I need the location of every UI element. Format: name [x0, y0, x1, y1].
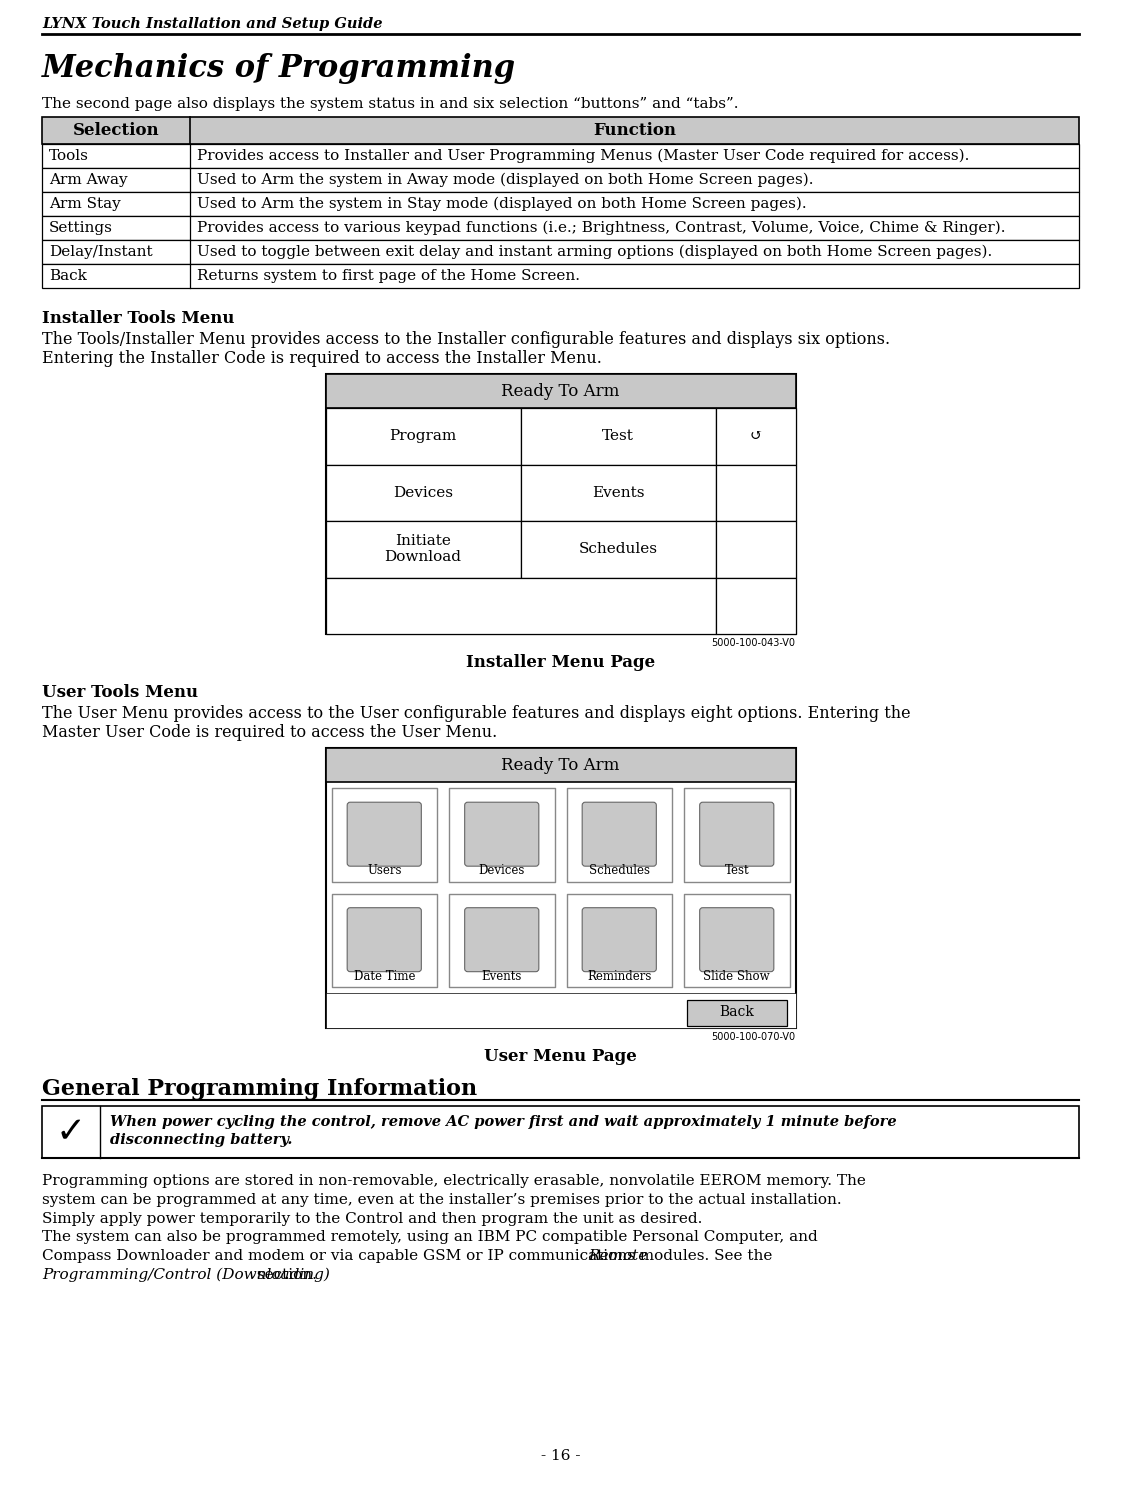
Text: Arm Stay: Arm Stay: [49, 197, 121, 212]
Bar: [566, 789, 671, 881]
Text: The User Menu provides access to the User configurable features and displays eig: The User Menu provides access to the Use…: [41, 705, 910, 722]
Bar: [325, 374, 796, 409]
Bar: [332, 893, 437, 987]
Bar: [520, 409, 715, 465]
Text: 5000-100-043-V0: 5000-100-043-V0: [712, 638, 796, 649]
Text: General Programming Information: General Programming Information: [41, 1078, 478, 1100]
Bar: [41, 240, 1080, 264]
Bar: [325, 409, 520, 465]
FancyBboxPatch shape: [465, 802, 539, 866]
Text: User Tools Menu: User Tools Menu: [41, 684, 198, 701]
Text: Ready To Arm: Ready To Arm: [501, 756, 620, 774]
Text: Arm Away: Arm Away: [49, 173, 128, 186]
FancyBboxPatch shape: [348, 908, 421, 972]
Text: Back: Back: [49, 268, 86, 283]
Bar: [325, 465, 520, 520]
Bar: [450, 893, 555, 987]
Bar: [325, 748, 796, 1027]
Bar: [41, 192, 1080, 216]
FancyBboxPatch shape: [582, 802, 656, 866]
Bar: [325, 748, 796, 781]
Bar: [325, 520, 520, 577]
Bar: [41, 264, 1080, 288]
Text: Settings: Settings: [49, 221, 113, 236]
Bar: [715, 520, 796, 577]
Text: The system can also be programmed remotely, using an IBM PC compatible Personal : The system can also be programmed remote…: [41, 1230, 817, 1243]
Text: Programming/Control (Downloading): Programming/Control (Downloading): [41, 1267, 330, 1282]
Bar: [684, 893, 789, 987]
Text: Ready To Arm: Ready To Arm: [501, 383, 620, 400]
Bar: [41, 116, 1080, 145]
Bar: [325, 993, 796, 1027]
Text: Compass Downloader and modem or via capable GSM or IP communications modules. Se: Compass Downloader and modem or via capa…: [41, 1249, 777, 1263]
Bar: [687, 999, 787, 1026]
Bar: [450, 789, 555, 881]
Text: Master User Code is required to access the User Menu.: Master User Code is required to access t…: [41, 725, 498, 741]
Bar: [41, 168, 1080, 192]
Text: Reminders: Reminders: [587, 971, 651, 983]
Text: Used to toggle between exit delay and instant arming options (displayed on both : Used to toggle between exit delay and in…: [197, 245, 992, 259]
Text: Initiate
Download: Initiate Download: [385, 534, 462, 565]
Text: LYNX Touch Installation and Setup Guide: LYNX Touch Installation and Setup Guide: [41, 16, 382, 31]
FancyBboxPatch shape: [348, 802, 421, 866]
Text: system can be programmed at any time, even at the installer’s premises prior to : system can be programmed at any time, ev…: [41, 1193, 842, 1208]
FancyBboxPatch shape: [582, 908, 656, 972]
Bar: [41, 145, 1080, 168]
Text: Entering the Installer Code is required to access the Installer Menu.: Entering the Installer Code is required …: [41, 350, 602, 367]
Text: Programming options are stored in non-removable, electrically erasable, nonvolat: Programming options are stored in non-re…: [41, 1173, 865, 1188]
Bar: [715, 465, 796, 520]
Text: Mechanics of Programming: Mechanics of Programming: [41, 54, 516, 83]
Text: Slide Show: Slide Show: [704, 971, 770, 983]
Bar: [520, 520, 715, 577]
Text: Users: Users: [367, 865, 401, 878]
Text: Tools: Tools: [49, 149, 89, 163]
FancyBboxPatch shape: [700, 802, 773, 866]
Bar: [325, 577, 715, 634]
Bar: [332, 789, 437, 881]
Text: Used to Arm the system in Stay mode (displayed on both Home Screen pages).: Used to Arm the system in Stay mode (dis…: [197, 197, 807, 212]
Text: Remote: Remote: [589, 1249, 647, 1263]
Bar: [41, 216, 1080, 240]
Text: Used to Arm the system in Away mode (displayed on both Home Screen pages).: Used to Arm the system in Away mode (dis…: [197, 173, 814, 188]
Text: - 16 -: - 16 -: [540, 1449, 581, 1463]
Text: Back: Back: [720, 1005, 754, 1020]
Text: disconnecting battery.: disconnecting battery.: [110, 1133, 293, 1147]
Text: Test: Test: [724, 865, 749, 878]
Bar: [715, 409, 796, 465]
Text: section.: section.: [251, 1267, 316, 1282]
Text: Provides access to various keypad functions (i.e.; Brightness, Contrast, Volume,: Provides access to various keypad functi…: [197, 221, 1006, 236]
Text: Schedules: Schedules: [578, 543, 658, 556]
Text: Selection: Selection: [73, 122, 159, 139]
FancyBboxPatch shape: [700, 908, 773, 972]
Text: When power cycling the control, remove AC power first and wait approximately 1 m: When power cycling the control, remove A…: [110, 1115, 897, 1129]
Text: Devices: Devices: [393, 486, 453, 499]
Text: The Tools/Installer Menu provides access to the Installer configurable features : The Tools/Installer Menu provides access…: [41, 331, 890, 347]
Text: Delay/Instant: Delay/Instant: [49, 245, 152, 259]
Text: Installer Tools Menu: Installer Tools Menu: [41, 310, 234, 327]
Text: Provides access to Installer and User Programming Menus (Master User Code requir: Provides access to Installer and User Pr…: [197, 149, 970, 163]
Bar: [684, 789, 789, 881]
Bar: [566, 893, 671, 987]
Text: ↺: ↺: [749, 429, 762, 443]
Text: ✓: ✓: [56, 1115, 86, 1150]
Text: 5000-100-070-V0: 5000-100-070-V0: [712, 1032, 796, 1042]
Text: Returns system to first page of the Home Screen.: Returns system to first page of the Home…: [197, 268, 580, 283]
Text: Installer Menu Page: Installer Menu Page: [466, 655, 655, 671]
Text: User Menu Page: User Menu Page: [484, 1048, 637, 1065]
Text: Devices: Devices: [479, 865, 525, 878]
Bar: [520, 465, 715, 520]
Text: Events: Events: [482, 971, 522, 983]
Text: Schedules: Schedules: [589, 865, 650, 878]
Text: The second page also displays the system status in and six selection “buttons” a: The second page also displays the system…: [41, 97, 739, 110]
Text: Program: Program: [389, 429, 456, 443]
Text: Date Time: Date Time: [353, 971, 415, 983]
FancyBboxPatch shape: [465, 908, 539, 972]
Bar: [715, 577, 796, 634]
Bar: [41, 1106, 1080, 1159]
Bar: [325, 374, 796, 634]
Text: Events: Events: [592, 486, 645, 499]
Text: Test: Test: [602, 429, 634, 443]
Text: Function: Function: [593, 122, 676, 139]
Text: Simply apply power temporarily to the Control and then program the unit as desir: Simply apply power temporarily to the Co…: [41, 1212, 703, 1226]
